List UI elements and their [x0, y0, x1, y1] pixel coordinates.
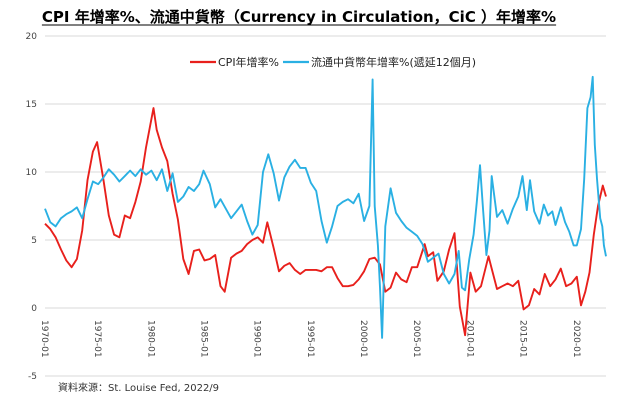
source-note: 資料來源：St. Louise Fed, 2022/9 [58, 381, 219, 394]
x-tick-label: 2020-01 [571, 320, 581, 358]
x-tick-label: 1990-01 [252, 320, 262, 358]
x-tick-label: 1980-01 [145, 320, 155, 358]
series-line-cic [44, 75, 607, 339]
legend-label-cic: 流通中貨幣年增率%(遞延12個月) [311, 55, 476, 69]
y-tick-label: -5 [28, 372, 37, 382]
x-tick-label: 1985-01 [199, 320, 209, 358]
legend-label-cpi: CPI年增率% [218, 55, 279, 69]
series-line-cpi [44, 107, 607, 337]
y-tick-label: 5 [31, 236, 37, 246]
x-tick-label: 2000-01 [358, 320, 368, 358]
series-layer [44, 75, 607, 339]
y-tick-label: 15 [26, 100, 37, 110]
y-tick-label: 20 [26, 32, 38, 42]
y-axis: -5 0 5 10 15 20 [26, 32, 38, 382]
x-tick-label: 2010-01 [464, 320, 474, 358]
chart-title: CPI 年增率%、流通中貨幣（Currency in Circulation，C… [42, 8, 556, 26]
x-tick-label: 2005-01 [411, 320, 421, 358]
x-axis: 1970-01 1975-01 1980-01 1985-01 1990-01 1995-… [39, 320, 581, 358]
y-tick-label: 0 [31, 304, 37, 314]
y-tick-label: 10 [26, 168, 38, 178]
x-tick-label: 1970-01 [39, 320, 49, 358]
x-tick-label: 1995-01 [305, 320, 315, 358]
x-tick-label: 2015-01 [518, 320, 528, 358]
legend: CPI年增率% 流通中貨幣年增率%(遞延12個月) [190, 55, 476, 69]
x-tick-label: 1975-01 [92, 320, 102, 358]
